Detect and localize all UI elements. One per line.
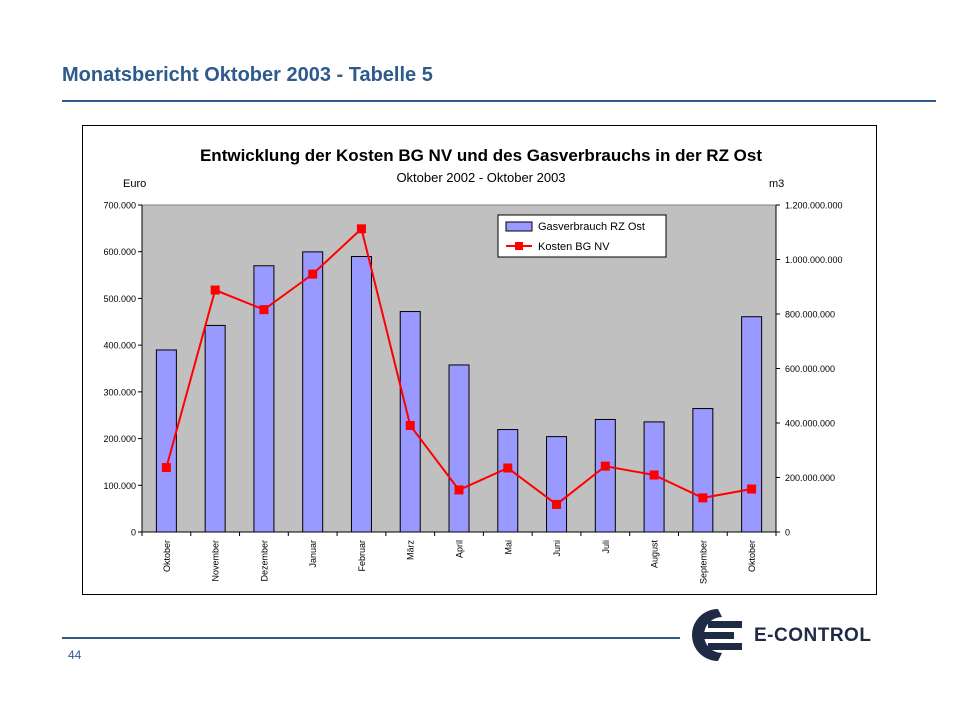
logo-text: E-CONTROL: [754, 625, 872, 646]
x-tick-label: Juni: [552, 540, 562, 557]
footer-divider: [62, 637, 680, 639]
line-point: [600, 461, 610, 471]
x-tick-label: Oktober: [747, 540, 757, 572]
line-point: [503, 463, 513, 473]
line-point: [356, 224, 366, 234]
bar: [155, 349, 177, 533]
bar: [204, 324, 226, 533]
line-point: [747, 484, 757, 494]
line-point: [161, 463, 171, 473]
x-tick-label: Mai: [503, 540, 513, 555]
bar: [302, 251, 324, 533]
chart-frame: Entwicklung der Kosten BG NV und des Gas…: [82, 125, 877, 595]
x-tick-label: Juli: [601, 540, 611, 554]
y-left-tick-label: 200.000: [103, 434, 136, 444]
chart-title: Entwicklung der Kosten BG NV und des Gas…: [200, 146, 762, 165]
combo-chart: Entwicklung der Kosten BG NV und des Gas…: [103, 146, 843, 584]
legend-swatch-bar: [505, 221, 533, 232]
y-right-tick-label: 1.200.000.000: [785, 201, 843, 211]
bar: [546, 436, 568, 533]
bar: [741, 316, 763, 533]
x-tick-label: Oktober: [162, 540, 172, 572]
bar: [448, 364, 470, 533]
y-right-tick-label: 400.000.000: [785, 419, 835, 429]
line-point: [649, 470, 659, 480]
legend-entry: Kosten BG NV: [538, 241, 610, 253]
y-left-tick-label: 100.000: [103, 481, 136, 491]
bar: [594, 418, 616, 533]
y-left-tick-label: 500.000: [103, 294, 136, 304]
line-point: [308, 269, 318, 279]
y-right-tick-label: 600.000.000: [785, 364, 835, 374]
x-tick-label: April: [455, 540, 465, 558]
y-left-tick-label: 700.000: [103, 201, 136, 211]
x-tick-label: Januar: [308, 540, 318, 568]
y-left-tick-label: 400.000: [103, 341, 136, 351]
y-right-tick-label: 800.000.000: [785, 310, 835, 320]
x-tick-label: März: [406, 540, 416, 560]
line-point: [210, 285, 220, 295]
x-tick-label: August: [650, 540, 660, 569]
y-left-tick-label: 0: [131, 528, 136, 538]
line-point: [405, 420, 415, 430]
chart-subtitle: Oktober 2002 - Oktober 2003: [396, 170, 565, 185]
bar: [253, 265, 275, 533]
page-number: 44: [68, 648, 82, 662]
slide-title: Monatsbericht Oktober 2003 - Tabelle 5: [62, 64, 433, 86]
y-right-tick-label: 1.000.000.000: [785, 255, 843, 265]
y-right-label: m3: [769, 178, 784, 190]
title-divider: [62, 100, 936, 102]
bar: [497, 429, 519, 533]
y-left-tick-label: 600.000: [103, 247, 136, 257]
x-tick-label: November: [211, 540, 221, 582]
x-tick-label: Februar: [357, 540, 367, 572]
line-point: [454, 485, 464, 495]
x-tick-label: September: [698, 540, 708, 584]
y-right-tick-label: 200.000.000: [785, 473, 835, 483]
e-control-logo-icon: [692, 609, 742, 661]
legend-swatch-marker: [515, 242, 523, 250]
x-tick-label: Dezember: [259, 540, 269, 582]
legend-entry: Gasverbrauch RZ Ost: [538, 221, 645, 233]
line-point: [259, 305, 269, 315]
bar: [350, 256, 372, 533]
bar: [692, 408, 714, 533]
y-left-tick-label: 300.000: [103, 387, 136, 397]
y-right-tick-label: 0: [785, 528, 790, 538]
y-left-label: Euro: [123, 178, 146, 190]
line-point: [698, 493, 708, 503]
line-point: [552, 499, 562, 509]
